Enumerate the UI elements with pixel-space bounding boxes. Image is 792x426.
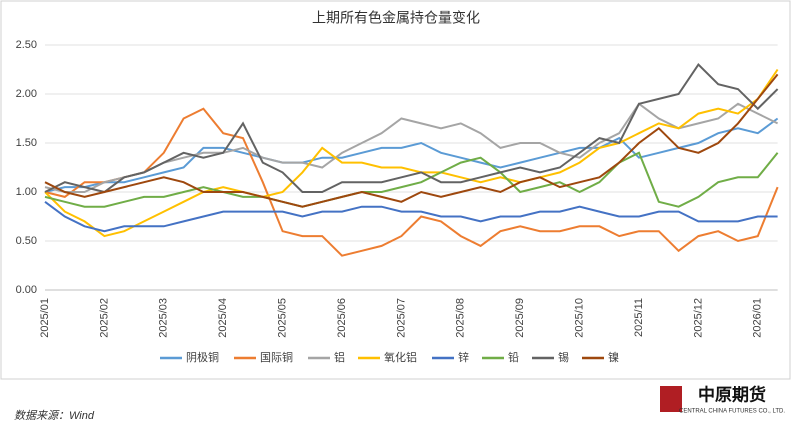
x-tick-label: 2025/09 bbox=[514, 298, 526, 338]
logo-mark bbox=[660, 386, 682, 412]
series-line bbox=[44, 151, 779, 208]
x-tick-label: 2025/12 bbox=[692, 298, 704, 338]
series-line bbox=[44, 73, 779, 208]
legend-label: 阴极铜 bbox=[186, 350, 219, 364]
x-tick-label: 2025/01 bbox=[39, 298, 51, 338]
y-tick-label: 2.50 bbox=[16, 39, 37, 51]
x-tick-label: 2025/04 bbox=[217, 298, 229, 338]
x-tick-label: 2025/07 bbox=[395, 298, 407, 338]
x-tick-label: 2025/08 bbox=[455, 298, 467, 338]
x-tick-label: 2025/11 bbox=[633, 298, 645, 337]
legend-label: 锌 bbox=[458, 350, 469, 364]
legend-label: 镍 bbox=[608, 350, 619, 364]
chart-border bbox=[0, 0, 791, 380]
x-tick-label: 2025/02 bbox=[98, 298, 110, 338]
y-tick-label: 0.00 bbox=[16, 284, 37, 296]
source-note: 数据来源：Wind bbox=[14, 409, 95, 422]
legend-label: 氧化铝 bbox=[384, 350, 417, 364]
y-tick-label: 1.00 bbox=[16, 186, 37, 198]
y-tick-label: 0.50 bbox=[16, 235, 37, 247]
x-tick-label: 2025/10 bbox=[574, 298, 586, 338]
legend-label: 铅 bbox=[508, 350, 519, 364]
series-line bbox=[44, 200, 778, 233]
x-tick-label: 2026/01 bbox=[752, 298, 764, 338]
y-tick-label: 2.00 bbox=[16, 88, 37, 100]
x-tick-label: 2025/06 bbox=[336, 298, 348, 338]
legend-label: 铝 bbox=[334, 350, 345, 364]
logo-subtext: CENTRAL CHINA FUTURES CO., LTD. bbox=[679, 409, 785, 415]
series-line bbox=[44, 117, 779, 193]
logo-text: 中原期货 bbox=[698, 384, 766, 404]
legend-label: 锡 bbox=[558, 350, 569, 364]
series-line bbox=[44, 107, 779, 257]
chart-title: 上期所有色金属持仓量变化 bbox=[312, 10, 480, 26]
series-line bbox=[44, 63, 779, 194]
x-tick-label: 2025/03 bbox=[158, 298, 170, 338]
y-tick-label: 1.50 bbox=[16, 137, 37, 149]
series-line bbox=[44, 68, 779, 238]
x-tick-label: 2025/05 bbox=[277, 298, 289, 338]
legend-label: 国际铜 bbox=[260, 350, 293, 364]
